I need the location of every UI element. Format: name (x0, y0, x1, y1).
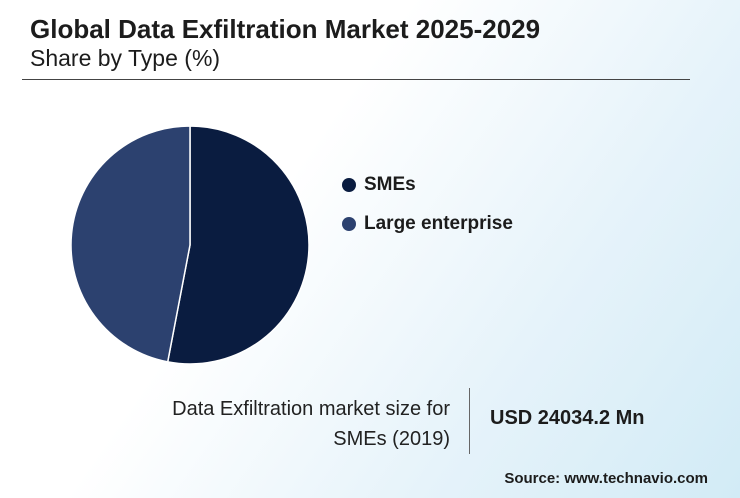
market-size-caption: Data Exfiltration market size for SMEs (… (172, 398, 450, 450)
legend-swatch-large-enterprise (342, 217, 356, 231)
callout-divider (469, 388, 470, 454)
source-note: Source: www.technavio.com (504, 470, 708, 487)
legend-item-large-enterprise: Large enterprise (342, 211, 513, 237)
pie-slice-smes (166, 125, 310, 365)
chart-title: Global Data Exfiltration Market 2025-202… (30, 14, 541, 44)
legend: SMEs Large enterprise (342, 172, 513, 250)
legend-swatch-smes (342, 178, 356, 192)
pie-chart (70, 125, 310, 365)
legend-item-smes: SMEs (342, 172, 513, 198)
legend-label-smes: SMEs (364, 174, 416, 195)
legend-label-large-enterprise: Large enterprise (364, 213, 513, 234)
pie-slice-large-enterprise (70, 125, 191, 363)
chart-subtitle: Share by Type (%) (30, 45, 221, 71)
market-size-value: USD 24034.2 Mn (490, 407, 645, 429)
title-divider (22, 79, 690, 80)
